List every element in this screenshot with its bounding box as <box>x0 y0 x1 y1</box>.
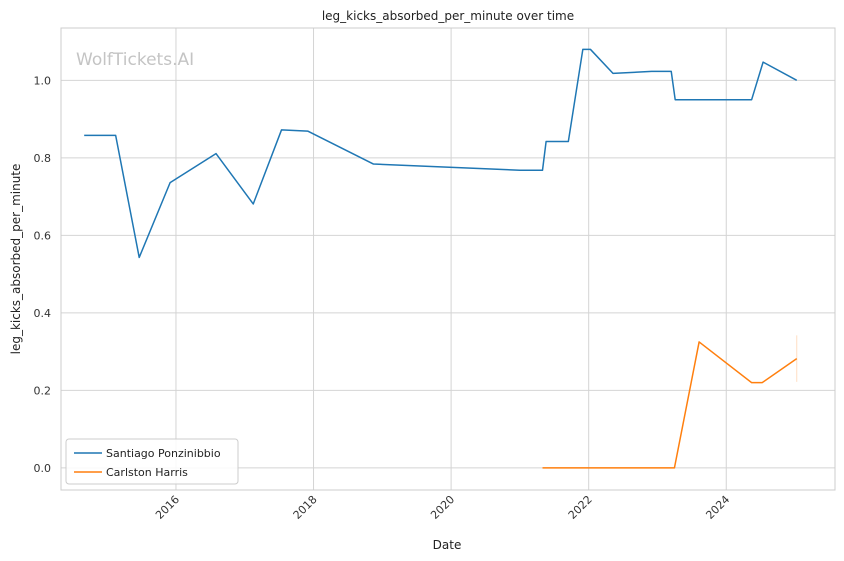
series-line-santiago-ponzinibbio <box>84 48 798 259</box>
y-tick-label: 1.0 <box>34 74 52 87</box>
y-tick-label: 0.6 <box>34 229 52 242</box>
watermark: WolfTickets.AI <box>76 50 194 70</box>
legend-label-santiago-ponzinibbio: Santiago Ponzinibbio <box>106 447 221 460</box>
y-tick-label: 0.4 <box>34 307 52 320</box>
legend: Santiago Ponzinibbio Carlston Harris <box>65 438 239 485</box>
series-line-carlston-harris <box>542 341 798 469</box>
y-tick-label: 0.2 <box>34 384 52 397</box>
y-axis-label: leg_kicks_absorbed_per_minute <box>9 164 23 355</box>
chart-title: leg_kicks_absorbed_per_minute over time <box>322 9 574 23</box>
x-axis-label: Date <box>433 538 462 552</box>
y-tick-label: 0.8 <box>34 152 52 165</box>
series-layer <box>84 48 798 469</box>
legend-label-carlston-harris: Carlston Harris <box>106 466 188 479</box>
y-tick-label: 0.0 <box>34 462 52 475</box>
plot-frame <box>60 27 836 491</box>
legend-box <box>65 438 239 485</box>
grid-lines <box>61 28 835 490</box>
y-axis-ticks: 0.0 0.2 0.4 0.6 0.8 1.0 <box>34 74 52 475</box>
